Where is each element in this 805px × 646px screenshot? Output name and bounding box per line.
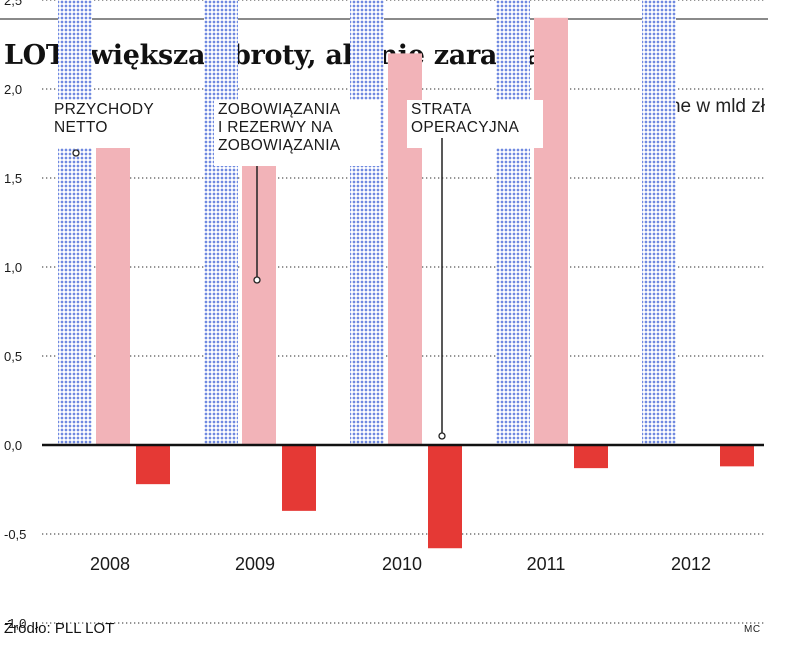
x-tick-label: 2009 bbox=[235, 554, 275, 574]
y-tick-label: -1,0 bbox=[4, 616, 26, 631]
leader-dot bbox=[438, 432, 446, 440]
series-label: STRATA bbox=[411, 101, 472, 118]
y-tick-label: 2,5 bbox=[4, 0, 22, 8]
annotation-backdrop bbox=[52, 100, 182, 148]
y-tick-label: -0,5 bbox=[4, 527, 26, 542]
bar-loss-2008 bbox=[136, 445, 170, 485]
bars bbox=[58, 0, 754, 549]
bar-revenue-2011 bbox=[496, 0, 530, 445]
x-tick-label: 2012 bbox=[671, 554, 711, 574]
series-label: OPERACYJNA bbox=[411, 119, 519, 136]
y-tick-label: 0,0 bbox=[4, 438, 22, 453]
series-label: I REZERWY NA bbox=[218, 119, 333, 136]
bar-liabilities-2008 bbox=[96, 106, 130, 446]
source-note: Źródło: PLL LOT bbox=[4, 620, 115, 637]
series-label: PRZYCHODY bbox=[54, 101, 154, 118]
bar-liabilities-2011 bbox=[534, 17, 568, 446]
series-label: NETTO bbox=[54, 119, 108, 136]
bar-liabilities-2009 bbox=[242, 124, 276, 445]
bar-revenue-2012 bbox=[642, 0, 676, 446]
x-tick-label: 2011 bbox=[527, 554, 566, 574]
leader-dot bbox=[253, 276, 261, 284]
x-axis-labels: 2008 2009 2010 2011 2012 bbox=[90, 554, 711, 574]
leader-dot bbox=[72, 149, 80, 157]
annotation-backdrop bbox=[407, 100, 543, 148]
chart-title: LOT zwiększa obroty, ale nie zarabia bbox=[4, 40, 543, 71]
bar-loss-2010 bbox=[428, 445, 462, 549]
bar-revenue-2009 bbox=[204, 0, 238, 446]
annotation-backdrop bbox=[214, 100, 380, 166]
bar-revenue-2008 bbox=[58, 0, 92, 445]
y-tick-label: 2,0 bbox=[4, 82, 22, 97]
series-label: ZOBOWIĄZANIA bbox=[218, 101, 341, 118]
bar-loss-2012 bbox=[720, 445, 754, 467]
bar-loss-2011 bbox=[574, 445, 608, 469]
y-tick-label: 1,5 bbox=[4, 171, 22, 186]
series-label: ZOBOWIĄZANIA bbox=[218, 137, 341, 154]
x-tick-label: 2008 bbox=[90, 554, 130, 574]
bar-revenue-2010 bbox=[350, 0, 384, 446]
y-tick-label: 1,0 bbox=[4, 260, 22, 275]
x-tick-label: 2010 bbox=[382, 554, 422, 574]
author-credit: MC bbox=[744, 624, 761, 635]
y-axis-labels: 3,53,02,52,01,51,00,50,0-0,5-1,0 bbox=[4, 0, 26, 631]
bar-loss-2009 bbox=[282, 445, 316, 511]
y-tick-label: 0,5 bbox=[4, 349, 22, 364]
